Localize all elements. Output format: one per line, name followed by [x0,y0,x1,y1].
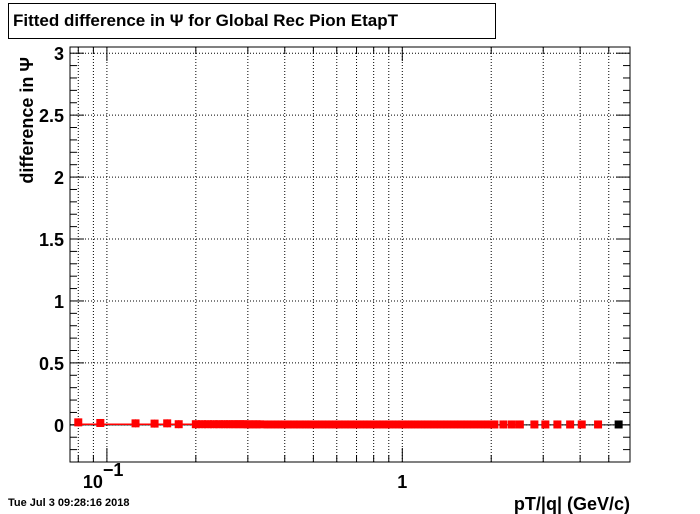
data-point [398,420,407,429]
data-point [594,420,603,429]
data-point [463,420,472,429]
x-axis-title: pT/|q| (GeV/c) [514,494,630,514]
data-point [404,420,413,429]
data-point [423,420,432,429]
data-point [306,420,315,429]
data-point [450,420,459,429]
data-point [74,418,83,427]
axis-ticks [70,47,630,463]
data-point [541,420,550,429]
x-tick-labels: 10−1 1 [83,460,407,492]
data-point [341,420,350,429]
x-tick-label: 10 [83,472,103,492]
y-axis-title: difference in Ψ [17,57,37,184]
y-tick-label: 0 [54,416,64,436]
y-tick-label: 2.5 [39,106,64,126]
plot-frame [69,46,631,463]
x-tick-label: 1 [397,472,407,492]
y-tick-labels: 0 0.5 1 1.5 2 2.5 3 [39,44,64,436]
y-tick-label: 3 [54,44,64,64]
data-point [477,420,486,429]
data-point [507,420,516,429]
data-point [410,420,419,429]
data-point [352,420,361,429]
data-point [443,420,452,429]
data-point [436,420,445,429]
y-tick-label: 1 [54,292,64,312]
data-point [346,420,355,429]
data-point [566,420,575,429]
data-point [372,420,381,429]
data-point [263,420,272,429]
data-point [314,420,323,429]
data-point [417,420,426,429]
data-point [96,418,105,427]
y-tick-label: 0.5 [39,354,64,374]
data-point [470,420,479,429]
data-point [290,420,299,429]
data-point [328,420,337,429]
data-point [270,420,279,429]
data-point [295,420,304,429]
data-point [131,419,140,428]
data-point [577,420,586,429]
data-point [384,420,393,429]
data-point [163,419,172,428]
data-point [321,420,330,429]
data-point [429,420,438,429]
data-point [483,420,492,429]
plot-title: Fitted difference in Ψ for Global Rec Pi… [8,3,496,39]
timestamp: Tue Jul 3 09:28:16 2018 [8,497,130,509]
data-point [391,420,400,429]
data-points [74,418,623,429]
data-point [456,420,465,429]
data-point [277,420,286,429]
data-point [490,420,499,429]
data-point [334,420,343,429]
data-point [515,420,524,429]
data-point-last [614,420,623,429]
data-point [553,420,562,429]
data-point [530,420,539,429]
data-point [359,420,368,429]
data-point [301,420,310,429]
data-point [378,420,387,429]
x-tick-exponent: −1 [103,460,124,480]
data-point [499,420,508,429]
y-tick-label: 2 [54,168,64,188]
data-point [283,420,292,429]
data-point [366,420,375,429]
y-tick-label: 1.5 [39,230,64,250]
grid [70,47,630,462]
